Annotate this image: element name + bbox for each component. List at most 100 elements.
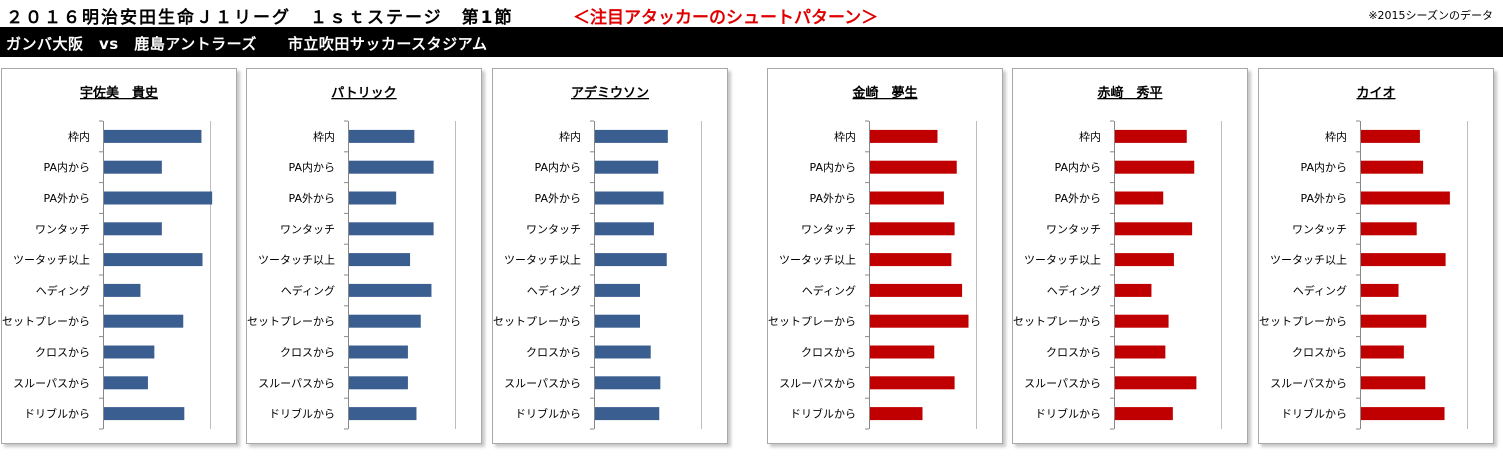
bar	[103, 222, 162, 236]
category-label: スルーパスから	[13, 377, 90, 390]
match-bar: ガンバ大阪 vs 鹿島アントラーズ 市立吹田サッカースタジアム	[0, 27, 1503, 57]
bar	[103, 160, 162, 174]
bar	[1114, 345, 1166, 359]
bar	[869, 191, 944, 205]
bar	[103, 253, 203, 267]
bar	[1360, 222, 1417, 236]
highlight-title: ＜注目アタッカーのシュートパターン＞	[573, 8, 879, 28]
category-label: ヘディング	[281, 283, 335, 297]
bar	[1360, 160, 1424, 174]
main-title: ２０１６明治安田生命Ｊ１リーグ １ｓｔステージ 第1節	[6, 8, 514, 28]
category-label: PA内から	[44, 160, 90, 174]
bar	[594, 222, 654, 236]
category-label: 枠内	[313, 129, 335, 143]
bar	[103, 314, 184, 328]
bar	[1114, 283, 1152, 297]
bar	[594, 253, 667, 267]
category-label: セットプレーから	[247, 315, 335, 328]
chart-panel-akasaki: 赤﨑 秀平 枠内 PA内から PA外から ワンタッチ ツータッチ以上 ヘディング セットプレー…	[1012, 68, 1248, 444]
bar	[1360, 314, 1427, 328]
bar	[103, 345, 155, 359]
bar	[594, 345, 651, 359]
bar	[348, 376, 408, 390]
bar	[348, 160, 434, 174]
bar	[594, 376, 661, 390]
bar	[869, 283, 963, 297]
category-label: ドリブルから	[269, 407, 335, 421]
category-label: 枠内	[1079, 129, 1101, 143]
category-label: スルーパスから	[258, 377, 335, 390]
bar	[1114, 253, 1174, 267]
chart-title: パトリック	[331, 86, 396, 101]
category-label: ワンタッチ	[1292, 223, 1347, 236]
category-label: PA内から	[535, 160, 581, 174]
category-label: PA内から	[289, 160, 335, 174]
category-label: ツータッチ以上	[504, 254, 581, 267]
category-label: スルーパスから	[1270, 377, 1347, 390]
data-note: ※2015シーズンのデータ	[1368, 9, 1493, 22]
category-label: ドリブルから	[515, 407, 581, 421]
match-info: ガンバ大阪 vs 鹿島アントラーズ 市立吹田サッカースタジアム	[6, 35, 488, 53]
category-label: スルーパスから	[1024, 377, 1101, 390]
category-label: セットプレーから	[768, 315, 856, 328]
bar	[869, 222, 955, 236]
bar	[348, 129, 415, 143]
chart-panel-caio: カイオ 枠内 PA内から PA外から ワンタッチ ツータッチ以上 ヘディング セットプレーから…	[1258, 68, 1494, 444]
bar	[1114, 407, 1173, 421]
bar	[869, 407, 923, 421]
category-label: クロスから	[1046, 346, 1101, 359]
category-label: 枠内	[559, 129, 581, 143]
category-label: ワンタッチ	[801, 223, 856, 236]
bar	[1360, 191, 1450, 205]
category-label: ツータッチ以上	[1024, 254, 1101, 267]
bar	[348, 314, 421, 328]
category-label: ヘディング	[1293, 283, 1347, 297]
category-label: PA外から	[810, 192, 856, 205]
bar	[348, 253, 411, 267]
category-label: PA内から	[1301, 160, 1347, 174]
chart-title: 宇佐美 貴史	[80, 85, 159, 101]
category-label: 枠内	[1325, 129, 1347, 143]
bar	[1360, 376, 1426, 390]
bar	[869, 129, 938, 143]
category-label: ツータッチ以上	[258, 254, 335, 267]
title-row: ２０１６明治安田生命Ｊ１リーグ １ｓｔステージ 第1節 ＜注目アタッカーのシュー…	[0, 0, 1503, 28]
category-label: クロスから	[1292, 346, 1347, 359]
bar	[1360, 407, 1445, 421]
category-label: PA外から	[1055, 192, 1101, 205]
bar	[1360, 253, 1446, 267]
chart-title: 赤﨑 秀平	[1097, 85, 1162, 101]
category-label: ツータッチ以上	[779, 254, 856, 267]
category-label: ドリブルから	[24, 407, 90, 421]
category-label: スルーパスから	[779, 377, 856, 390]
category-label: PA外から	[1301, 192, 1347, 205]
chart-panel-ademilson: アデミウソン 枠内 PA内から PA外から ワンタッチ ツータッチ以上 ヘディング セットプレ…	[492, 68, 728, 444]
category-label: PA外から	[289, 192, 335, 205]
bar	[1114, 129, 1187, 143]
category-label: ツータッチ以上	[13, 254, 90, 267]
bar	[103, 407, 185, 421]
category-label: PA内から	[810, 160, 856, 174]
category-label: クロスから	[526, 346, 581, 359]
category-label: PA外から	[535, 192, 581, 205]
chart-title: 金崎 夢生	[851, 85, 917, 101]
chart-title: カイオ	[1356, 86, 1395, 101]
chart-panel-patric: パトリック 枠内 PA内から PA外から ワンタッチ ツータッチ以上 ヘディング セットプレー…	[246, 68, 482, 444]
bar	[103, 129, 202, 143]
bar	[594, 160, 659, 174]
bar	[594, 283, 641, 297]
chart-panel-kanazaki: 金崎 夢生 枠内 PA内から PA外から ワンタッチ ツータッチ以上 ヘディング セットプレー…	[767, 68, 1003, 444]
category-label: ワンタッチ	[1046, 223, 1101, 236]
category-label: ヘディング	[1047, 283, 1101, 297]
bar	[594, 129, 668, 143]
category-label: ツータッチ以上	[1270, 254, 1347, 267]
category-label: セットプレーから	[2, 315, 90, 328]
bar	[869, 314, 969, 328]
category-label: ヘディング	[36, 283, 90, 297]
category-label: ドリブルから	[1281, 407, 1347, 421]
bar	[103, 191, 213, 205]
